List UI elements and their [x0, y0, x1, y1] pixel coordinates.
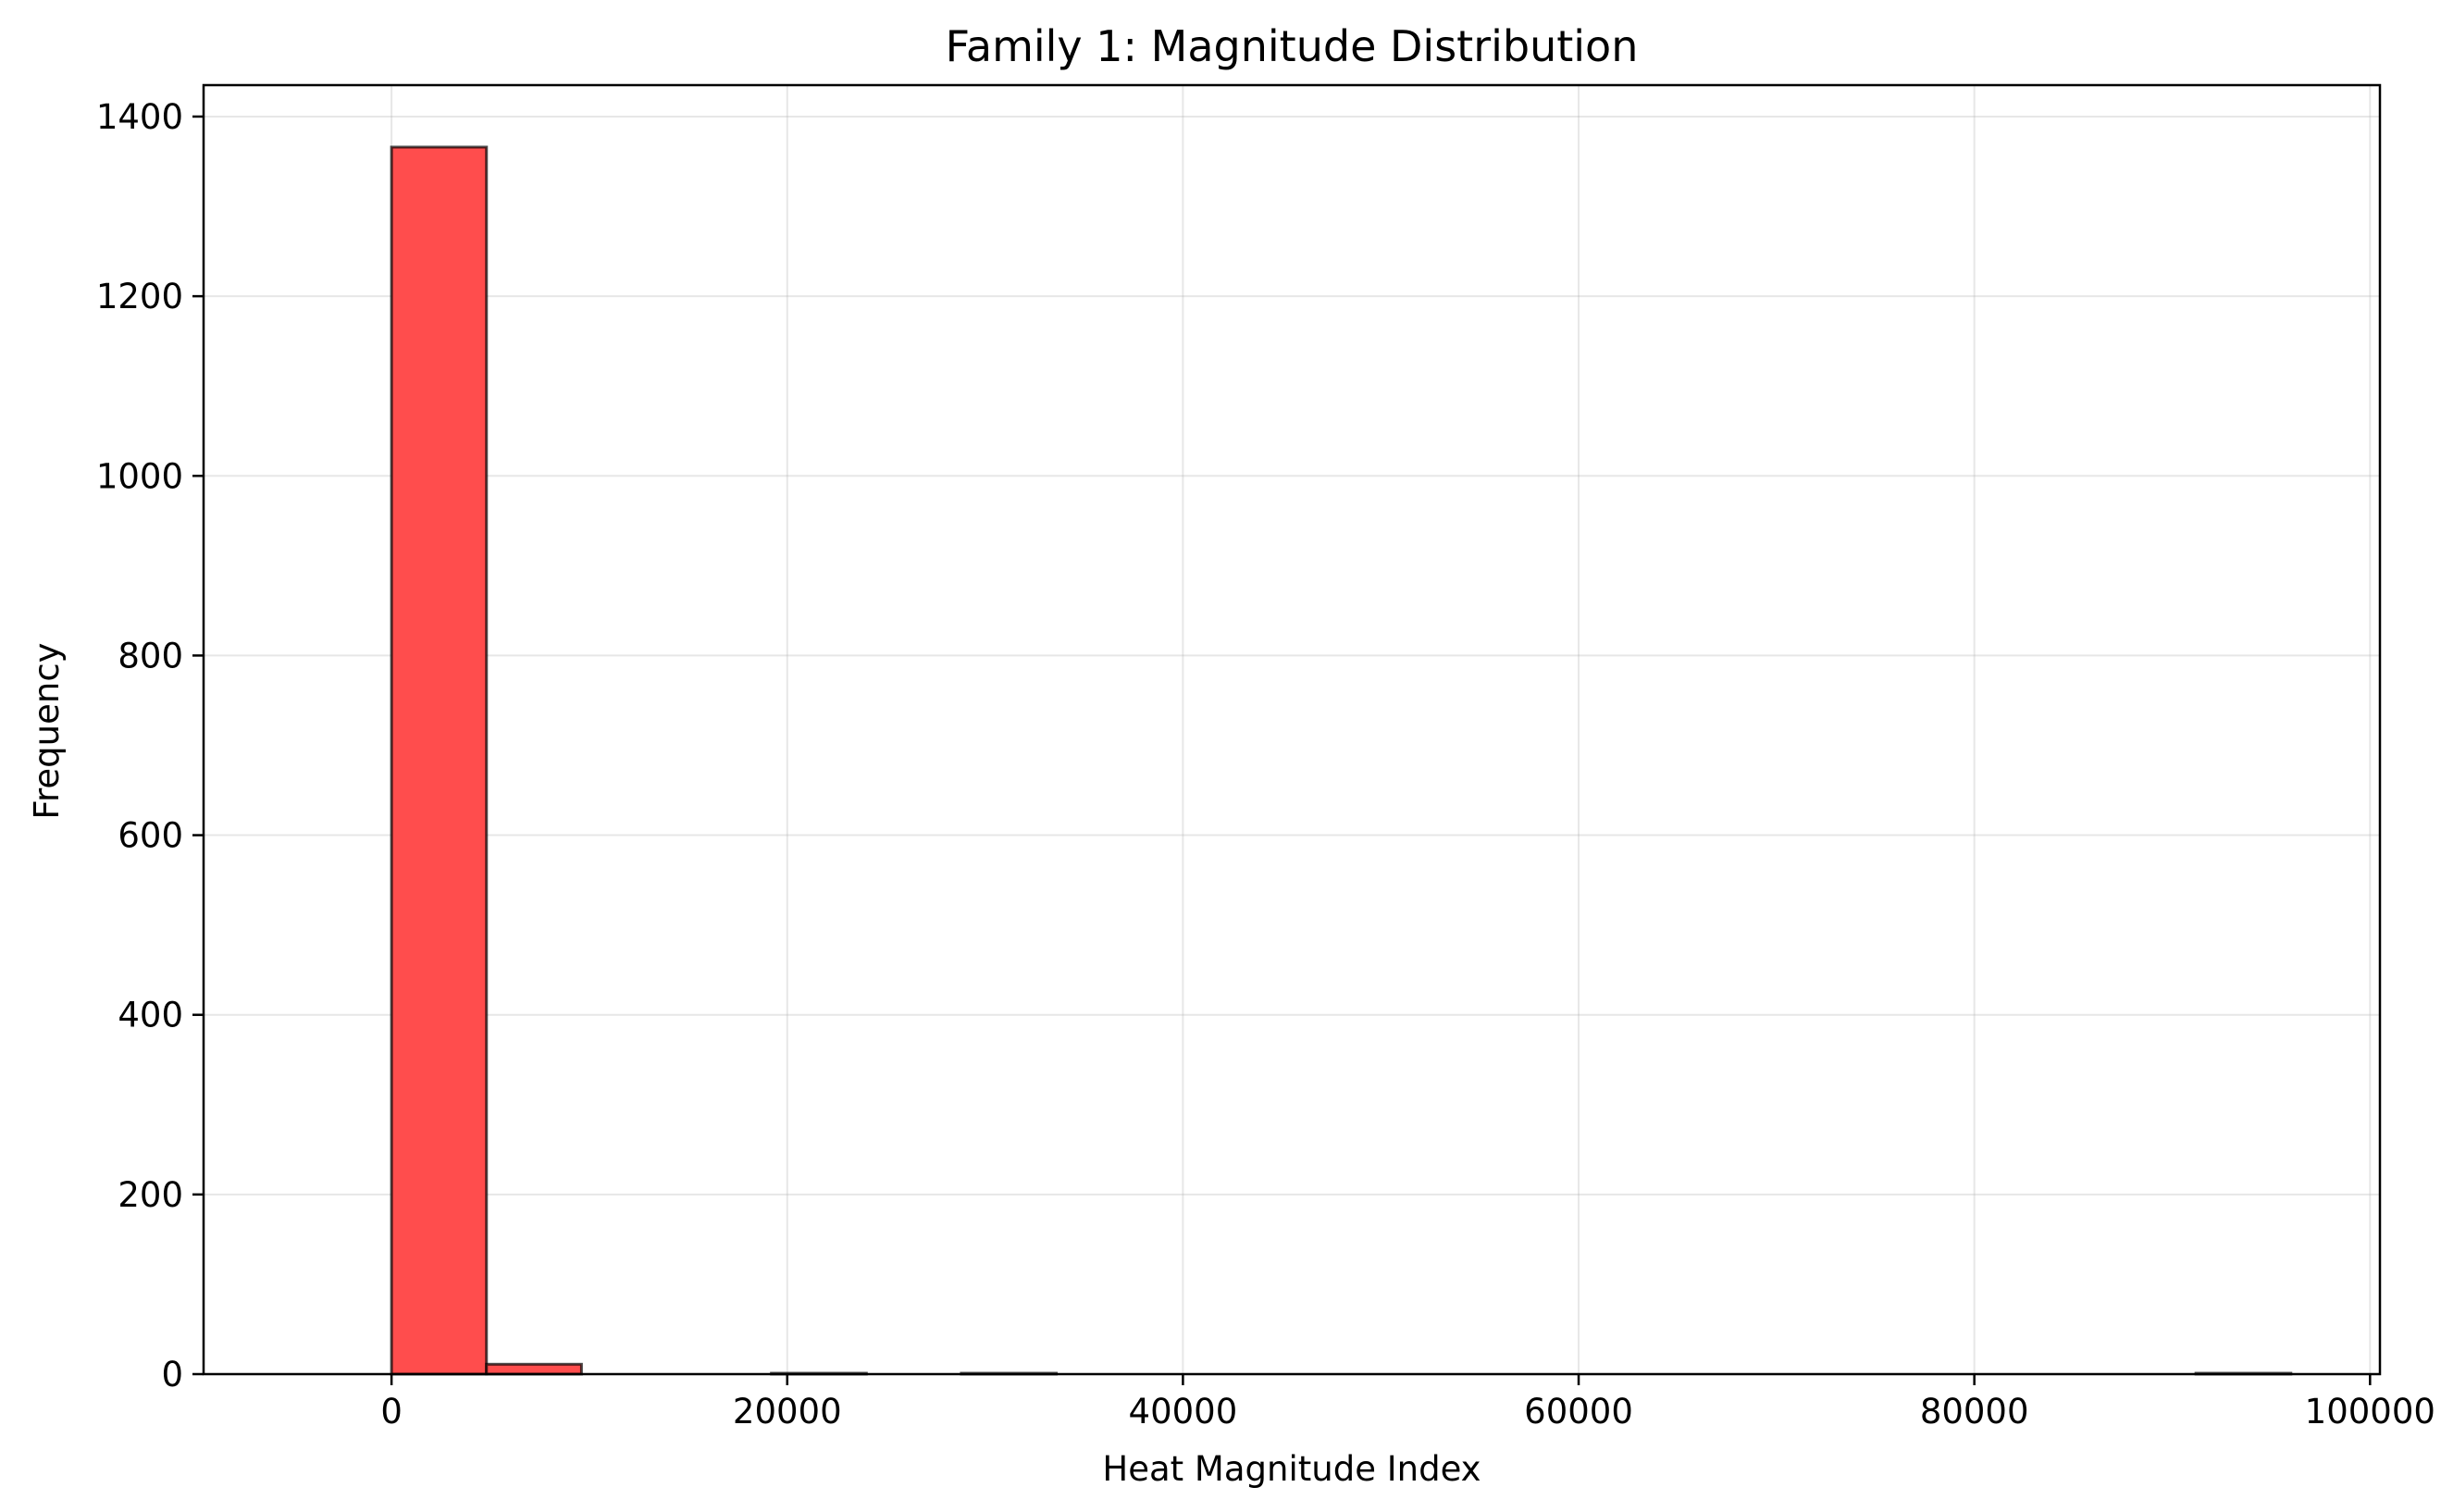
x-tick-label: 60000: [1524, 1392, 1633, 1431]
histogram-bars: [390, 145, 2293, 1376]
y-axis-label: Frequency: [27, 642, 67, 819]
x-axis-label: Heat Magnitude Index: [1102, 1449, 1481, 1489]
y-tick-label: 1200: [96, 277, 183, 316]
x-tick-label: 20000: [733, 1392, 842, 1431]
histogram-bar: [485, 1362, 583, 1376]
x-tick-label: 100000: [2305, 1392, 2435, 1431]
y-tick-label: 0: [161, 1355, 183, 1394]
chart-title: Family 1: Magnitude Distribution: [946, 21, 1639, 71]
y-tick-label: 1400: [96, 97, 183, 137]
x-tick-label: 40000: [1129, 1392, 1238, 1431]
x-tick-label: 0: [380, 1392, 403, 1431]
y-tick-label: 400: [118, 996, 183, 1035]
y-tick-label: 200: [118, 1175, 183, 1215]
y-tick-label: 600: [118, 816, 183, 856]
plot-frame: [202, 83, 2382, 1376]
histogram-bar: [390, 145, 489, 1376]
grid: [204, 85, 2380, 1375]
axis-ticks: 0 20000 40000 60000 80000 100000 0 200 400 600 800…: [96, 97, 2435, 1431]
y-tick-label: 1000: [96, 456, 183, 496]
x-tick-label: 80000: [1920, 1392, 2029, 1431]
y-tick-label: 800: [118, 636, 183, 675]
